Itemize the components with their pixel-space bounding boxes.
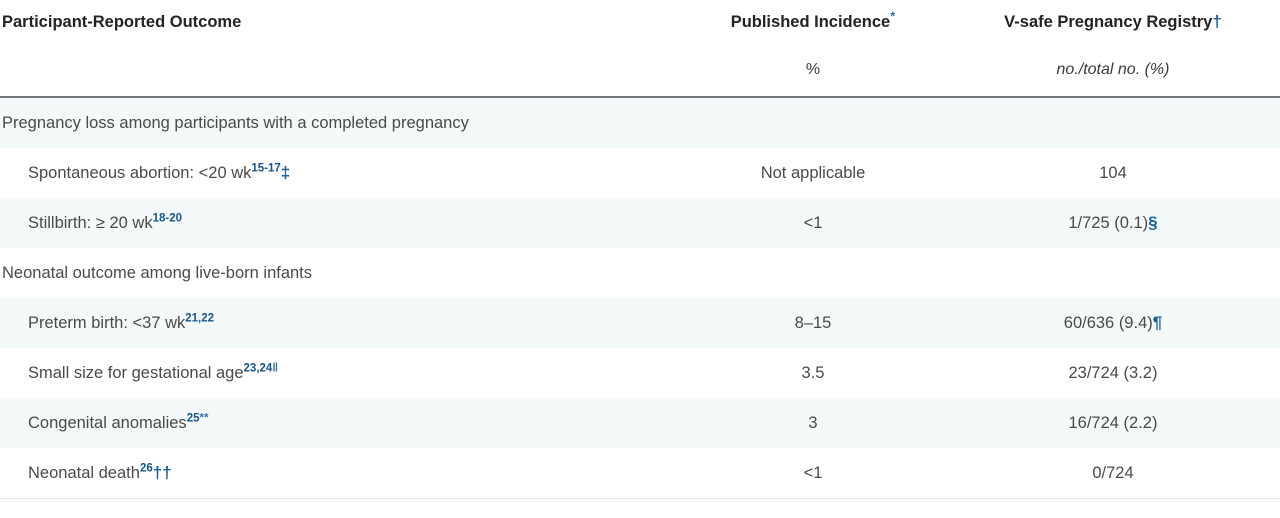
group-header-cell: Neonatal outcome among live-born infants [0,248,680,298]
published-incidence-value-cell: <1 [680,448,946,498]
outcome-label: Stillbirth: ≥ 20 wk [28,213,153,232]
group-header-cell: Pregnancy loss among participants with a… [0,97,680,148]
citation-reference-link[interactable]: 23,24 [243,362,273,375]
outcome-label-cell: Stillbirth: ≥ 20 wk18-20 [0,198,680,248]
table-units-row: % no./total no. (%) [0,44,1280,96]
footnote-marker-icon[interactable]: ‡ [280,163,291,183]
outcome-label-cell: Spontaneous abortion: <20 wk15-17‡ [0,148,680,198]
table-row: Small size for gestational age23,24‖ 3.5 2… [0,348,1280,398]
column-header-outcome: Participant-Reported Outcome [0,0,680,44]
column-header-published-incidence-label: Published Incidence [730,13,891,31]
outcome-label: Neonatal death [28,464,140,483]
footnote-marker-icon[interactable]: ¶ [1152,313,1163,333]
footnote-marker-icon[interactable]: †† [152,463,172,483]
published-incidence-value-cell: 8–15 [680,298,946,348]
vsafe-registry-value: 60/636 (9.4) [1063,314,1153,333]
participant-reported-outcome-table: Participant-Reported Outcome Published I… [0,0,1280,498]
vsafe-registry-value-cell: 0/724 [946,448,1280,498]
vsafe-registry-value-cell: 60/636 (9.4)¶ [946,298,1280,348]
outcome-label: Preterm birth: <37 wk [28,313,186,332]
vsafe-registry-value: 0/724 [1092,463,1134,482]
outcome-label: Spontaneous abortion: <20 wk [28,164,252,183]
table-body: Pregnancy loss among participants with a… [0,97,1280,498]
published-incidence-value-cell: <1 [680,198,946,248]
footnote-marker-icon[interactable]: ** [199,412,209,425]
vsafe-registry-value-cell: 1/725 (0.1)§ [946,198,1280,248]
published-incidence-value: <1 [803,213,823,232]
outcome-label: Small size for gestational age [28,363,244,382]
group-header-label: Neonatal outcome among live-born infants [2,263,313,282]
column-header-published-incidence: Published Incidence* [680,0,946,44]
table-group-row: Pregnancy loss among participants with a… [0,97,1280,148]
published-incidence-value-cell: 3 [680,398,946,448]
published-incidence-value: 3.5 [801,363,825,382]
citation-reference-link[interactable]: 21,22 [185,312,215,325]
citation-reference-link[interactable]: 25 [186,412,200,425]
column-header-vsafe-registry: V-safe Pregnancy Registry† [946,0,1280,44]
column-header-vsafe-registry-label: V-safe Pregnancy Registry [1004,13,1213,31]
published-incidence-value-cell [680,248,946,298]
outcome-label: Congenital anomalies [28,413,187,432]
vsafe-registry-value-cell [946,248,1280,298]
group-header-label: Pregnancy loss among participants with a… [2,113,469,132]
citation-reference-link[interactable]: 26 [139,462,153,475]
citation-reference-link[interactable]: 15-17 [251,162,281,175]
citation-reference-link[interactable]: 18-20 [152,212,183,225]
vsafe-registry-value-cell: 23/724 (3.2) [946,348,1280,398]
vsafe-registry-value-cell [946,97,1280,148]
table-header-row: Participant-Reported Outcome Published I… [0,0,1280,44]
vsafe-registry-value: 16/724 (2.2) [1068,413,1158,432]
outcome-label-cell: Neonatal death26†† [0,448,680,498]
outcome-table-container: Participant-Reported Outcome Published I… [0,0,1280,499]
published-incidence-value-cell: Not applicable [680,148,946,198]
units-outcome [0,44,680,96]
table-row: Congenital anomalies25** 3 16/724 (2.2) [0,398,1280,448]
vsafe-registry-value-cell: 104 [946,148,1280,198]
published-incidence-value: Not applicable [760,163,866,182]
vsafe-registry-value: 104 [1099,163,1127,182]
published-incidence-value-cell [680,97,946,148]
vsafe-registry-value-cell: 16/724 (2.2) [946,398,1280,448]
outcome-label-cell: Preterm birth: <37 wk21,22 [0,298,680,348]
outcome-label-cell: Small size for gestational age23,24‖ [0,348,680,398]
published-incidence-value-cell: 3.5 [680,348,946,398]
units-vsafe-registry: no./total no. (%) [946,44,1280,96]
published-incidence-value: <1 [803,463,823,482]
table-row: Neonatal death26†† <1 0/724 [0,448,1280,498]
footnote-marker-asterisk-icon[interactable]: * [890,8,896,24]
footnote-marker-icon[interactable]: ‖ [272,362,279,375]
footnote-marker-dagger-icon[interactable]: † [1212,12,1222,31]
units-published-incidence: % [680,44,946,96]
vsafe-registry-value: 1/725 (0.1) [1068,214,1149,233]
table-row: Preterm birth: <37 wk21,22 8–15 60/636 (9.… [0,298,1280,348]
footnote-marker-icon[interactable]: § [1148,213,1158,233]
published-incidence-value: 8–15 [794,313,832,332]
table-group-row: Neonatal outcome among live-born infants [0,248,1280,298]
column-header-outcome-label: Participant-Reported Outcome [2,13,242,31]
table-bottom-rule [0,498,1280,499]
published-incidence-value: 3 [808,413,818,432]
table-row: Stillbirth: ≥ 20 wk18-20 <1 1/725 (0.1)§ [0,198,1280,248]
table-head: Participant-Reported Outcome Published I… [0,0,1280,98]
vsafe-registry-value: 23/724 (3.2) [1068,363,1158,382]
outcome-label-cell: Congenital anomalies25** [0,398,680,448]
table-row: Spontaneous abortion: <20 wk15-17‡ Not ap… [0,148,1280,198]
